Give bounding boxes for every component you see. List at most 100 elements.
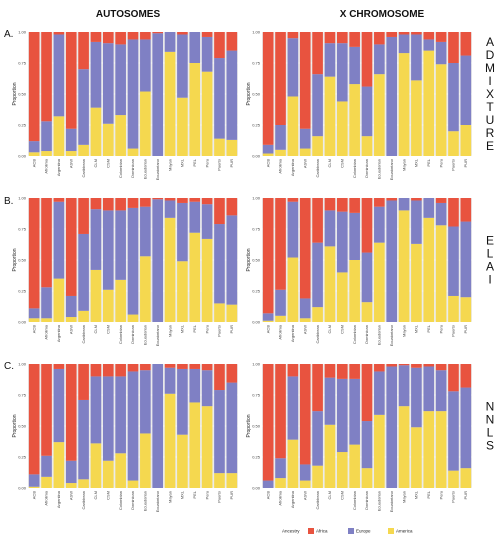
bar-america-mxl (411, 80, 422, 156)
bar-america-ecuadorian (374, 414, 385, 488)
bar-europe-puerto (448, 63, 459, 132)
bar-africa-acb (28, 198, 40, 309)
x-tick-label: Peru (438, 491, 443, 499)
bar-america-afrolima (41, 151, 52, 156)
x-tick-label: ACB (265, 325, 270, 334)
bar-africa-peru (201, 32, 213, 37)
bar-africa-acb (262, 198, 274, 314)
bar-europe-pel (423, 39, 435, 51)
bar-europe-csm (336, 378, 348, 453)
bar-africa-ecuatoriano (152, 198, 164, 200)
bar-africa-puerto (448, 198, 459, 227)
bar-europe-mxl (177, 34, 188, 98)
bar-america-colombian (115, 279, 126, 322)
bar-europe-afrolima (41, 455, 52, 477)
bar-europe-ecuatoriano (386, 36, 398, 156)
bar-america-colombian (349, 444, 360, 488)
bar-europe-caribbean (78, 233, 89, 311)
bar-america-csm (102, 123, 114, 156)
bar-africa-mayan (398, 32, 410, 35)
x-tick-label: Colombian (118, 325, 123, 344)
bar-europe-colombian (349, 212, 360, 260)
y-tick-label: 0.00 (252, 153, 261, 158)
bar-africa-argentina (287, 32, 299, 39)
bar-africa-peru (201, 364, 213, 371)
bar-europe-csm (336, 211, 348, 273)
column-title-x-chromosome: X CHROMOSOME (340, 9, 425, 20)
x-tick-label: Dominican (364, 491, 369, 510)
x-tick-label: Peru (204, 159, 209, 167)
x-tick-label: Argentina (290, 158, 295, 176)
x-tick-label: Caribbean (315, 159, 320, 177)
bar-europe-puerto (448, 391, 459, 471)
bar-america-afrolima (41, 318, 52, 322)
bar-america-pur (460, 125, 472, 156)
x-tick-label: Dominican (364, 325, 369, 344)
x-tick-label: MXL (180, 158, 185, 167)
y-tick-label: 0.00 (252, 319, 261, 324)
bar-africa-ecuadorian (374, 364, 385, 372)
bar-europe-argentina (287, 38, 299, 97)
bar-africa-asw (299, 32, 311, 129)
bar-america-asw (299, 148, 311, 156)
x-tick-label: Caribbean (81, 491, 86, 509)
y-tick-label: 0.50 (18, 91, 27, 96)
bar-africa-pur (460, 32, 472, 56)
y-tick-label: 1.00 (18, 29, 27, 34)
x-tick-label: Afrolima (44, 490, 49, 505)
bar-america-puerto (214, 303, 225, 322)
bar-europe-afrolima (41, 287, 52, 319)
bar-europe-colombian (349, 46, 360, 85)
x-tick-label: Afrolima (278, 324, 283, 339)
x-tick-label: Caribbean (315, 491, 320, 509)
bar-africa-acb (28, 364, 40, 475)
bar-europe-puerto (214, 224, 225, 304)
bar-africa-pur (226, 364, 238, 383)
bar-america-dominican (127, 314, 139, 322)
bar-africa-caribbean (78, 364, 89, 400)
bar-europe-argentina (287, 376, 299, 440)
bar-europe-mayan (398, 34, 410, 54)
bar-america-caribbean (312, 465, 323, 488)
bar-africa-pur (460, 198, 472, 222)
bar-africa-mayan (164, 364, 176, 368)
bar-europe-pur (460, 55, 472, 126)
bar-america-acb (28, 486, 40, 488)
bar-africa-pur (226, 198, 238, 216)
legend-label-africa: Africa (316, 529, 328, 534)
x-tick-label: Peru (438, 159, 443, 167)
bar-africa-mxl (411, 364, 422, 368)
bar-europe-csm (102, 210, 114, 290)
bar-europe-caribbean (312, 74, 323, 137)
bar-america-caribbean (78, 479, 89, 488)
x-tick-label: Argentina (56, 158, 61, 176)
bar-europe-puerto (214, 58, 225, 139)
y-tick-label: 1.00 (18, 195, 27, 200)
bar-america-pur (460, 297, 472, 322)
bar-america-asw (299, 480, 311, 488)
x-tick-label: Colombian (352, 159, 357, 178)
bar-africa-acb (262, 364, 274, 481)
bar-africa-clm (324, 198, 336, 211)
bar-africa-puerto (214, 364, 225, 391)
bar-europe-clm (324, 210, 336, 247)
bar-europe-caribbean (312, 411, 323, 466)
y-tick-label: 0.50 (252, 91, 261, 96)
legend-swatch-america (388, 528, 394, 534)
bar-africa-colombian (115, 32, 126, 45)
y-axis-label: Proportion (246, 414, 252, 437)
bar-europe-asw (65, 295, 77, 318)
bar-america-dominican (361, 302, 373, 322)
panels: 0.00 0.25 0.50 0.75 1.00 Proportion ACB Afrolim… (12, 29, 472, 512)
y-tick-label: 0.75 (18, 226, 27, 231)
bar-europe-afrolima (275, 458, 286, 479)
x-tick-label: Afrolima (44, 158, 49, 173)
bar-europe-acb (262, 313, 274, 321)
y-axis-label: Proportion (12, 248, 18, 271)
bar-america-csm (336, 452, 348, 488)
bar-africa-colombian (349, 198, 360, 213)
bar-europe-peru (201, 204, 213, 239)
bar-europe-colombian (115, 210, 126, 280)
bar-africa-ecuatoriano (386, 198, 398, 201)
